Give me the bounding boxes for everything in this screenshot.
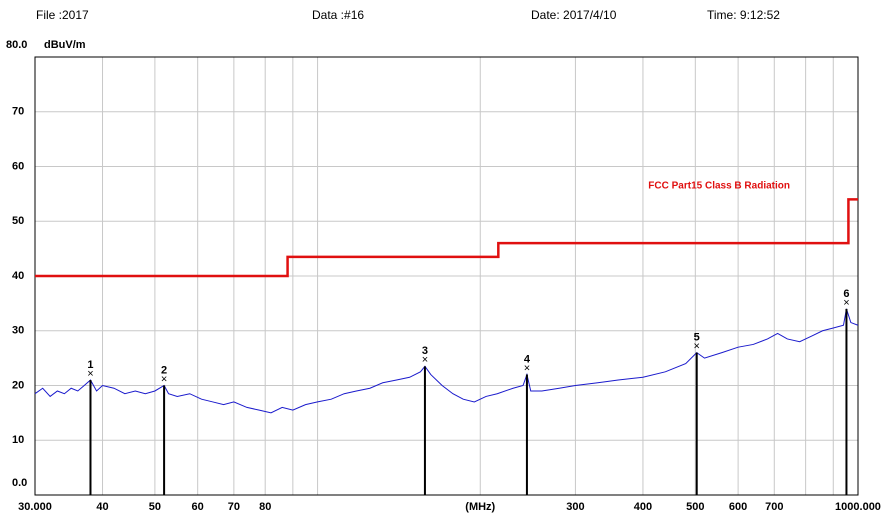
marker-x: ×	[524, 362, 530, 374]
marker-x: ×	[87, 368, 93, 380]
date: Date: 2017/4/10	[531, 8, 617, 22]
x-tick-label: 60	[192, 501, 204, 513]
file: File :2017	[36, 8, 89, 22]
marker-label: 2	[161, 364, 167, 376]
x-tick-label: 50	[149, 501, 161, 513]
marker-label: 1	[87, 359, 93, 371]
y-tick-label: 0.0	[12, 477, 27, 489]
x-tick-label: 500	[686, 501, 704, 513]
limit-label: FCC Part15 Class B Radiation	[648, 181, 790, 192]
x-tick-label: 400	[634, 501, 652, 513]
limit-line	[35, 198, 858, 278]
marker-x: ×	[422, 354, 428, 366]
marker-x: ×	[843, 297, 849, 309]
x-tick-label: 300	[566, 501, 584, 513]
x-tick-label: 600	[729, 501, 747, 513]
y-tick-label: 30	[12, 325, 24, 337]
x-tick-label: 30.000	[18, 501, 52, 513]
x-tick-label: 40	[96, 501, 108, 513]
marker-label: 4	[524, 353, 531, 365]
y-tick-label: 20	[12, 379, 24, 391]
y-tick-label: 60	[12, 160, 24, 172]
y-tick-label: 10	[12, 434, 24, 446]
time: Time: 9:12:52	[707, 8, 780, 22]
y-tick-label: 80.0	[6, 39, 27, 51]
trace	[34, 308, 859, 414]
x-tick-label: 1000.000	[835, 501, 881, 513]
y-tick-label: 70	[12, 106, 24, 118]
x-tick-label: 80	[259, 501, 271, 513]
x-tick-label: 70	[228, 501, 240, 513]
y-tick-label: 50	[12, 215, 24, 227]
data: Data :#16	[312, 8, 364, 22]
marker-x: ×	[161, 373, 167, 385]
y-unit: dBuV/m	[44, 39, 86, 51]
x-tick-label: (MHz)	[465, 501, 495, 513]
marker-x: ×	[694, 341, 700, 353]
marker-label: 5	[694, 332, 700, 344]
marker-label: 3	[422, 345, 428, 357]
x-tick-label: 700	[765, 501, 783, 513]
marker-label: 6	[843, 288, 849, 300]
y-tick-label: 40	[12, 270, 24, 282]
